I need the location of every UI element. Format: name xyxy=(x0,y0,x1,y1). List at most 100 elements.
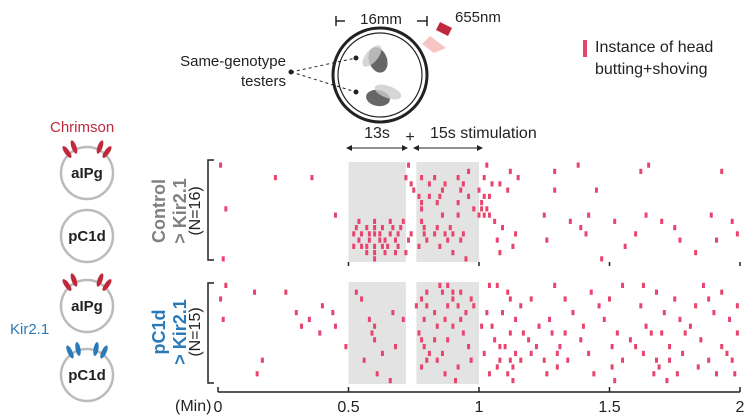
neuron-label: aIPg xyxy=(71,298,103,315)
event-mark xyxy=(219,296,223,302)
event-mark xyxy=(485,206,489,212)
event-mark xyxy=(733,371,737,377)
event-mark xyxy=(420,206,424,212)
event-mark xyxy=(592,371,596,377)
event-mark xyxy=(344,344,348,350)
testers-label: testers xyxy=(241,73,286,90)
event-mark xyxy=(378,237,382,243)
event-mark xyxy=(681,350,685,356)
event-mark xyxy=(649,330,653,336)
event-mark xyxy=(273,175,277,181)
legend-label: Instance of head xyxy=(595,39,713,56)
event-mark xyxy=(425,303,429,309)
event-mark xyxy=(715,371,719,377)
event-mark xyxy=(354,289,358,295)
event-mark xyxy=(715,237,719,243)
wavelength-label: 655nm xyxy=(455,9,501,26)
event-mark xyxy=(498,181,502,187)
event-mark xyxy=(579,225,583,231)
event-mark xyxy=(451,250,455,256)
event-mark xyxy=(623,243,627,249)
event-mark xyxy=(587,212,591,218)
event-mark xyxy=(568,218,572,224)
event-mark xyxy=(388,378,392,384)
event-mark xyxy=(730,218,734,224)
event-mark xyxy=(378,231,382,237)
event-mark xyxy=(352,231,356,237)
panel-label: Control xyxy=(149,179,169,243)
event-mark xyxy=(456,175,460,181)
event-mark xyxy=(373,218,377,224)
event-mark xyxy=(373,243,377,249)
event-mark xyxy=(508,168,512,174)
event-mark xyxy=(459,316,463,322)
event-mark xyxy=(461,181,465,187)
event-mark xyxy=(373,231,377,237)
event-mark xyxy=(409,181,413,187)
event-mark xyxy=(482,212,486,218)
event-mark xyxy=(506,371,510,377)
event-mark xyxy=(639,303,643,309)
legend-swatch xyxy=(583,40,587,57)
event-mark xyxy=(493,337,497,343)
stim-annotation: 13s + 15s stimulation xyxy=(346,125,537,151)
event-mark xyxy=(566,357,570,363)
event-mark xyxy=(493,218,497,224)
event-mark xyxy=(662,310,666,316)
event-mark xyxy=(367,237,371,243)
event-mark xyxy=(621,282,625,288)
event-mark xyxy=(477,187,481,193)
event-mark xyxy=(707,357,711,363)
event-mark xyxy=(357,237,361,243)
event-mark xyxy=(422,316,426,322)
event-mark xyxy=(576,162,580,168)
event-mark xyxy=(608,296,611,302)
event-mark xyxy=(534,344,538,350)
event-mark xyxy=(712,310,716,316)
event-mark xyxy=(694,303,698,309)
event-mark xyxy=(508,330,512,336)
panel-label: > Kir2.1 xyxy=(170,299,190,365)
event-mark xyxy=(393,237,397,243)
event-mark xyxy=(498,344,502,350)
event-mark xyxy=(720,289,724,295)
event-mark xyxy=(422,225,426,231)
event-mark xyxy=(401,316,405,322)
event-mark xyxy=(420,175,424,181)
panel-label: > Kir2.1 xyxy=(170,178,190,244)
x-axis-label: (Min) xyxy=(175,398,211,415)
event-mark xyxy=(383,250,387,256)
event-mark xyxy=(482,193,486,199)
stimulation-window xyxy=(416,162,479,262)
event-mark xyxy=(461,330,465,336)
window-label: 15s stimulation xyxy=(430,125,537,142)
event-mark xyxy=(511,378,515,384)
event-mark xyxy=(728,316,732,322)
stimulation-window xyxy=(416,282,479,384)
event-mark xyxy=(307,316,311,322)
event-mark xyxy=(511,243,515,249)
event-mark xyxy=(420,200,424,206)
event-mark xyxy=(360,296,364,302)
event-mark xyxy=(482,350,486,356)
event-mark xyxy=(511,364,515,370)
event-mark xyxy=(433,231,437,237)
event-mark xyxy=(495,364,499,370)
event-mark xyxy=(440,187,444,193)
event-mark xyxy=(396,243,400,249)
event-mark xyxy=(388,218,392,224)
event-mark xyxy=(498,357,502,363)
event-mark xyxy=(480,323,484,329)
event-mark xyxy=(294,310,298,316)
event-mark xyxy=(500,225,504,231)
event-mark xyxy=(464,256,468,262)
event-mark xyxy=(422,344,426,350)
event-mark xyxy=(644,323,648,329)
event-mark xyxy=(435,200,439,206)
event-mark xyxy=(725,350,729,356)
event-mark xyxy=(579,337,583,343)
event-mark xyxy=(735,330,739,336)
event-mark xyxy=(516,175,520,181)
event-mark xyxy=(451,289,455,295)
event-mark xyxy=(553,282,557,288)
